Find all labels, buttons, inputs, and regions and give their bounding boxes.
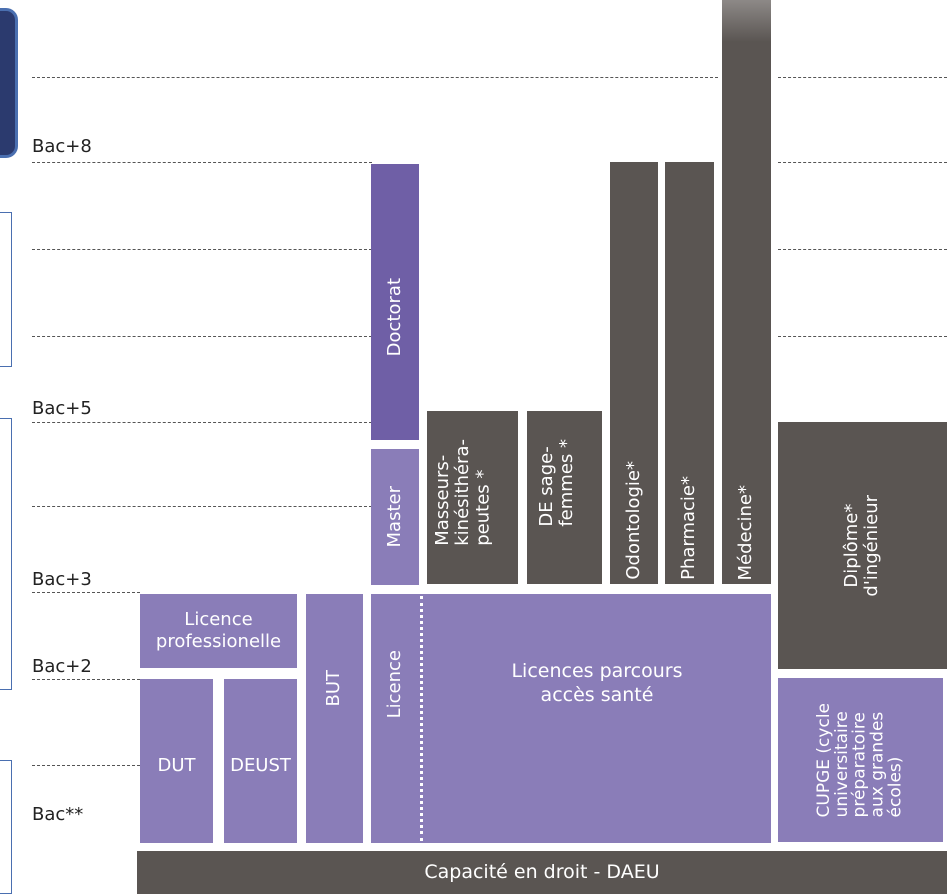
grid-line <box>32 77 718 78</box>
doctorat-label: Doctorat <box>383 277 405 357</box>
grid-line <box>32 592 140 593</box>
pharmacie-box: Pharmacie* <box>665 162 714 584</box>
grid-line <box>32 249 372 250</box>
grid-line <box>778 336 947 337</box>
licences-sante-area: Licences parcours accès santé <box>424 660 770 740</box>
kine-label: Masseurs- kinésithéra- peutes * <box>432 439 494 546</box>
medecine-label: Médecine* <box>735 484 757 580</box>
cupge-label: CUPGE (cycle universitaire préparatoire … <box>813 702 906 818</box>
licence-label: Licence <box>384 650 405 719</box>
grid-line <box>32 336 372 337</box>
cupge-box: CUPGE (cycle universitaire préparatoire … <box>778 678 943 842</box>
odontologie-box: Odontologie* <box>610 162 658 584</box>
level-label-bac: Bac** <box>32 804 84 825</box>
pharmacie-label: Pharmacie* <box>678 476 700 580</box>
dut-label: DUT <box>157 754 196 776</box>
licence-dotted-divider <box>420 596 423 841</box>
capacite-label: Capacité en droit - DAEU <box>424 860 660 883</box>
licence-professionnelle-box: Licence professionelle <box>140 594 297 668</box>
master-box: Master <box>371 449 419 585</box>
left-bracket-doctorat <box>0 212 12 367</box>
left-bracket-master <box>0 418 12 690</box>
licences-sante-label: Licences parcours accès santé <box>511 660 683 706</box>
but-label: BUT <box>323 670 345 707</box>
ingenieur-box: Diplôme* d'ingénieur <box>778 422 947 669</box>
grid-line <box>32 162 372 163</box>
grid-line <box>778 249 947 250</box>
doctorat-box: Doctorat <box>371 164 419 440</box>
master-label: Master <box>383 486 405 548</box>
grid-line <box>32 422 372 423</box>
licence-box <box>371 594 771 843</box>
grid-line <box>32 679 140 680</box>
grid-line <box>778 162 947 163</box>
capacite-bar: Capacité en droit - DAEU <box>137 851 947 894</box>
grid-line <box>32 765 140 766</box>
licence-professionnelle-label: Licence professionelle <box>155 608 282 653</box>
level-label-bac2: Bac+2 <box>32 656 92 677</box>
level-label-bac5: Bac+5 <box>32 398 92 419</box>
level-label-bac8: Bac+8 <box>32 136 92 157</box>
sage-femmes-box: DE sage- femmes * <box>527 411 602 584</box>
level-label-bac3: Bac+3 <box>32 569 92 590</box>
dut-box: DUT <box>140 679 213 843</box>
odontologie-label: Odontologie* <box>622 461 644 580</box>
kine-box: Masseurs- kinésithéra- peutes * <box>427 411 518 584</box>
deust-label: DEUST <box>230 754 291 776</box>
but-box: BUT <box>306 594 363 843</box>
medecine-box: Médecine* <box>722 0 771 584</box>
sage-femmes-label: DE sage- femmes * <box>536 439 578 527</box>
deust-box: DEUST <box>224 679 297 843</box>
grid-line <box>32 506 372 507</box>
top-left-frame <box>0 8 18 158</box>
ingenieur-label: Diplôme* d'ingénieur <box>841 494 883 597</box>
left-bracket-licence <box>0 760 12 894</box>
grid-line <box>778 77 947 78</box>
